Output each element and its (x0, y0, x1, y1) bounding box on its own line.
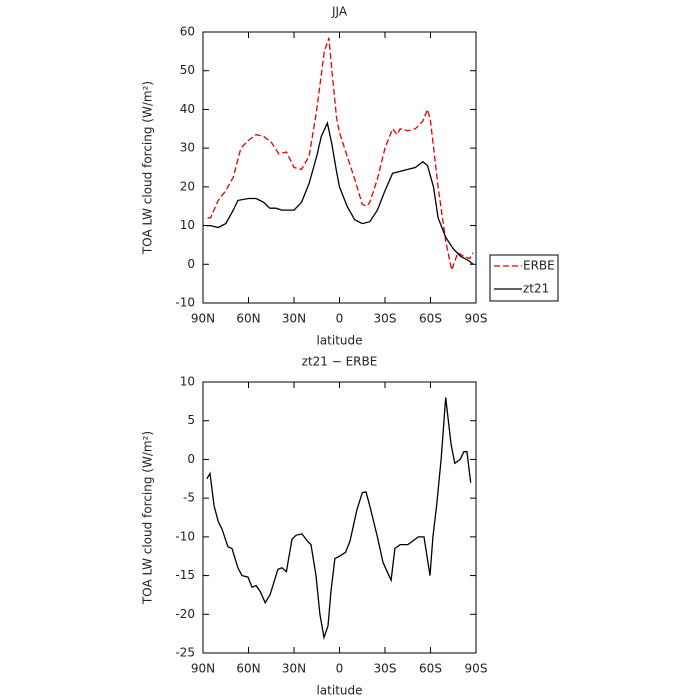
x-tick-label: 60S (419, 312, 442, 326)
chart-title: zt21 − ERBE (302, 355, 378, 369)
y-tick-label: -15 (175, 568, 195, 582)
y-axis-label: TOA LW cloud forcing (W/m²) (141, 81, 155, 255)
y-tick-label: -20 (175, 607, 195, 621)
x-tick-label: 0 (336, 312, 344, 326)
legend-box (489, 254, 559, 302)
y-tick-label: 10 (180, 218, 195, 232)
x-tick-label: 60S (419, 662, 442, 676)
x-axis-label: latitude (316, 334, 362, 348)
y-tick-label: 40 (180, 102, 195, 116)
x-tick-label: 60N (236, 662, 260, 676)
x-tick-label: 0 (336, 662, 344, 676)
x-tick-label: 90N (191, 662, 215, 676)
data-line (206, 120, 474, 265)
data-line (207, 37, 474, 273)
y-tick-label: 10 (180, 375, 195, 389)
x-tick-label: 30S (374, 662, 397, 676)
y-tick-label: 60 (180, 25, 195, 39)
x-tick-label: 90N (191, 312, 215, 326)
data-line (206, 397, 472, 641)
x-axis-label: latitude (316, 684, 362, 698)
x-tick-label: 90S (465, 312, 488, 326)
y-tick-label: -10 (175, 529, 195, 543)
legend-label: zt21 (523, 282, 549, 296)
y-tick-label: -10 (175, 296, 195, 310)
y-tick-label: 0 (187, 452, 195, 466)
y-tick-label: 5 (187, 413, 195, 427)
y-axis-label: TOA LW cloud forcing (W/m²) (141, 431, 155, 605)
y-tick-label: 0 (187, 257, 195, 271)
chart-title: JJA (331, 5, 348, 19)
plot-frame (202, 31, 477, 304)
y-tick-label: 20 (180, 179, 195, 193)
x-tick-label: 90S (465, 662, 488, 676)
x-tick-label: 30N (282, 312, 306, 326)
x-tick-label: 30S (374, 312, 397, 326)
y-tick-label: 30 (180, 141, 195, 155)
y-tick-label: 50 (180, 63, 195, 77)
y-tick-label: -25 (175, 646, 195, 660)
legend-label: ERBE (523, 259, 555, 273)
x-tick-label: 60N (236, 312, 260, 326)
y-tick-label: -5 (183, 491, 195, 505)
x-tick-label: 30N (282, 662, 306, 676)
